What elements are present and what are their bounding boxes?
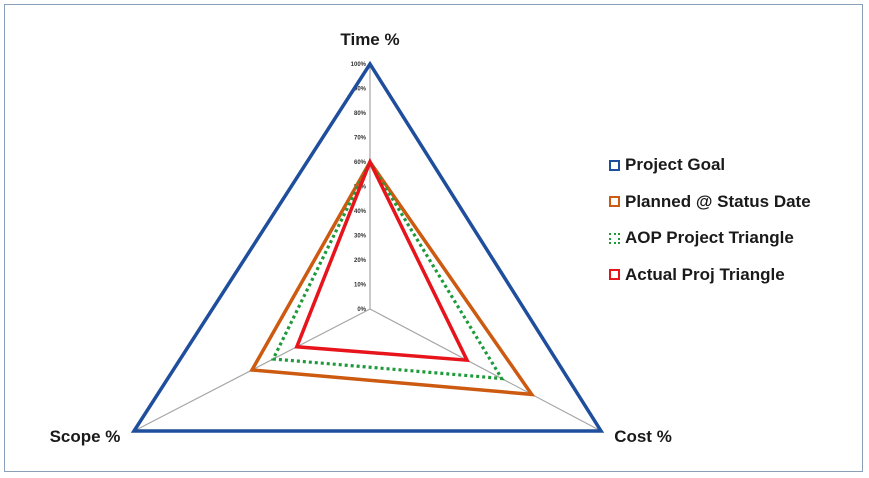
legend-swatch (609, 232, 620, 244)
legend-item: Planned @ Status Date (609, 184, 811, 221)
radial-tick-labels: 0%10%20%30%40%50%60%70%80%90%100% (351, 62, 367, 313)
radar-series (130, 60, 605, 433)
tick-label: 80% (354, 111, 367, 117)
series-actual-proj-triangle (294, 157, 470, 363)
legend-item: Project Goal (609, 147, 811, 184)
axis-label-cost: Cost % (614, 427, 672, 446)
chart-frame: 0% 10% 20% 30% 40% 50% 60% 70% 80% 90% 100% Time %… (4, 4, 863, 472)
legend-swatch (609, 196, 620, 208)
tick-label: 0% (357, 307, 366, 313)
series-planned-status-date (249, 158, 536, 397)
tick-label: 70% (354, 136, 367, 142)
legend-swatch (609, 159, 620, 171)
radar-spoke (369, 308, 602, 432)
tick-label: 40% (354, 209, 367, 215)
tick-label: 100% (351, 62, 367, 68)
radar-chart: 0%10%20%30%40%50%60%70%80%90%100% Time %… (50, 30, 672, 446)
chart-legend: Project Goal Planned @ Status Date AOP Pro… (609, 147, 811, 293)
series-project-goal (130, 60, 605, 433)
axis-label-scope: Scope % (50, 427, 121, 446)
legend-swatch (609, 269, 620, 281)
radar-grid (133, 64, 602, 432)
tick-label: 60% (354, 160, 367, 166)
axis-label-time: Time % (340, 30, 399, 49)
tick-label: 30% (354, 234, 367, 240)
axis-labels: Time % Cost % Scope % (50, 30, 672, 446)
tick-label: 10% (354, 283, 367, 289)
legend-label: Project Goal (625, 155, 726, 175)
series-aop-project-triangle (270, 158, 505, 381)
legend-item: Actual Proj Triangle (609, 257, 811, 294)
legend-label: AOP Project Triangle (625, 228, 794, 248)
tick-label: 20% (354, 258, 367, 264)
tick-label: 90% (354, 87, 367, 93)
legend-item: AOP Project Triangle (609, 220, 811, 257)
legend-label: Planned @ Status Date (625, 191, 811, 211)
legend-label: Actual Proj Triangle (625, 264, 785, 284)
